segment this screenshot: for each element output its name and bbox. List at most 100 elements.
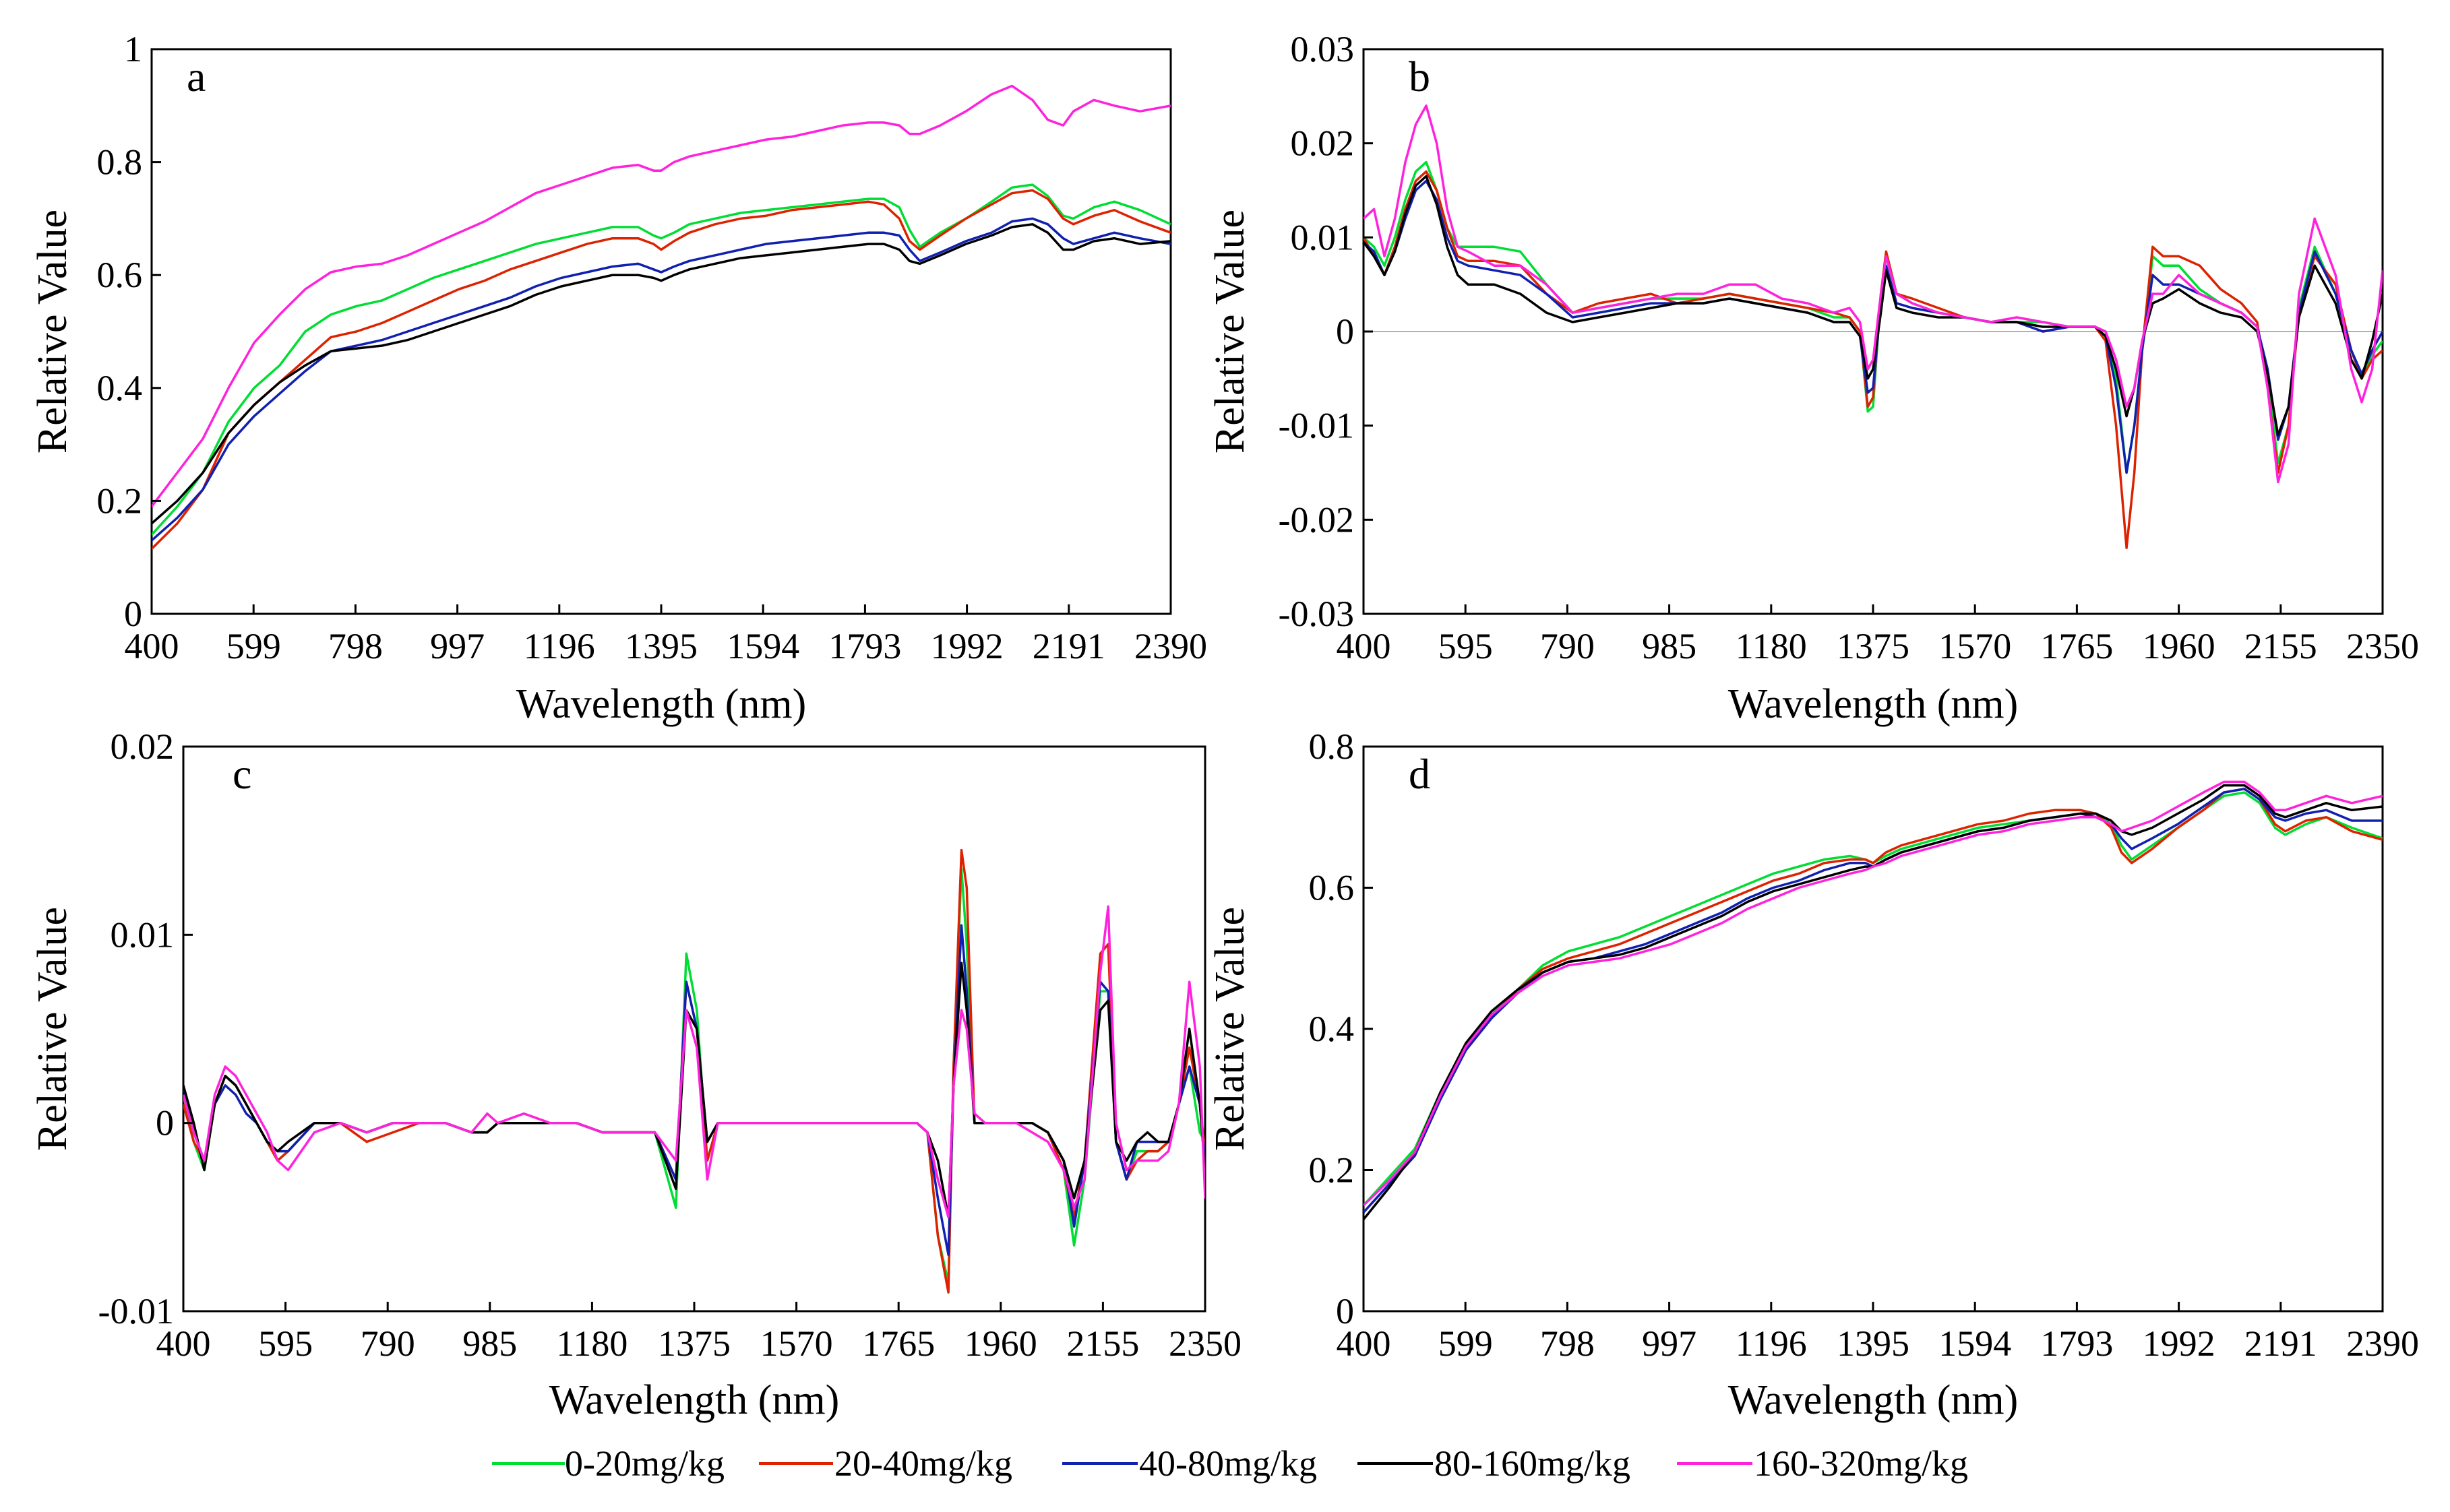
panel-d-xtick-label: 1196 xyxy=(1736,1323,1807,1364)
panel-c-series-160-320mg/kg xyxy=(183,905,1205,1219)
panel-c-ylabel: Relative Value xyxy=(30,907,75,1151)
panel-d-ytick-label: 0 xyxy=(1336,1291,1354,1331)
panel-b-ytick-label: -0.03 xyxy=(1279,594,1354,634)
panel-c-xtick-label: 1570 xyxy=(760,1323,833,1364)
panel-c-ytick-label: 0 xyxy=(156,1103,174,1143)
panel-b-xtick-label: 1375 xyxy=(1837,626,1909,666)
panel-a-xtick-label: 1992 xyxy=(931,626,1004,666)
panel-a-ytick-label: 1 xyxy=(124,29,142,69)
panel-b-xtick-label: 400 xyxy=(1337,626,1391,666)
panel-c-xtick-label: 985 xyxy=(462,1323,517,1364)
panel-c-xlabel: Wavelength (nm) xyxy=(549,1377,840,1423)
panel-d-ytick-label: 0.8 xyxy=(1309,726,1355,767)
panel-c-series-layer xyxy=(183,848,1205,1294)
panel-d-ylabel: Relative Value xyxy=(1207,907,1253,1151)
panel-d-xtick-label: 1793 xyxy=(2040,1323,2113,1364)
panel-b-xtick-label: 1960 xyxy=(2143,626,2215,666)
panel-d-chart: 400 599 798 997 1196 1395 1594 1793 1992 2191 2390… xyxy=(1207,726,2419,1423)
panel-b-letter: b xyxy=(1409,53,1430,100)
panel-d-ytick-label: 0.4 xyxy=(1309,1009,1355,1049)
panel-d-xtick-label: 798 xyxy=(1540,1323,1595,1364)
panel-a-chart: 400 599 798 997 1196 1395 1594 1793 1992 2191 2390… xyxy=(30,29,1207,727)
panel-a-xtick-label: 997 xyxy=(430,626,485,666)
panel-d-letter: d xyxy=(1409,750,1430,798)
panel-a-series-layer xyxy=(152,84,1171,550)
legend-label-2: 40-80mg/kg xyxy=(1139,1443,1317,1484)
panel-b-xlabel: Wavelength (nm) xyxy=(1728,681,2019,727)
panel-d-xtick-label: 400 xyxy=(1337,1323,1391,1364)
panel-b-ytick-label: 0.01 xyxy=(1291,217,1355,257)
panel-a-ytick-label: 0.4 xyxy=(97,368,143,408)
panel-d-ytick-label: 0.6 xyxy=(1309,868,1355,908)
panel-c-xtick-label: 1960 xyxy=(964,1323,1037,1364)
panel-a-xtick-label: 2390 xyxy=(1134,626,1207,666)
panel-d-xtick-label: 1594 xyxy=(1938,1323,2011,1364)
legend-label-1: 20-40mg/kg xyxy=(834,1443,1012,1484)
panel-d-xtick-label: 2390 xyxy=(2346,1323,2419,1364)
panel-d-xtick-label: 2191 xyxy=(2244,1323,2317,1364)
legend-label-4: 160-320mg/kg xyxy=(1754,1443,1968,1484)
panel-c-xtick-label: 1375 xyxy=(658,1323,731,1364)
panel-d-xtick-label: 1395 xyxy=(1837,1323,1909,1364)
panel-a-letter: a xyxy=(187,53,206,100)
panel-a-ytick-label: 0.8 xyxy=(97,142,143,183)
panel-b-ticks-layer: 400 595 790 985 1180 1375 1570 1765 1960 2155 2350… xyxy=(1279,29,2419,666)
panel-b-xtick-label: 1765 xyxy=(2040,626,2113,666)
panel-a-series-160-320mg/kg xyxy=(152,84,1171,507)
panel-a-xtick-label: 798 xyxy=(328,626,383,666)
panel-a-series-40-80mg/kg xyxy=(152,217,1171,542)
panel-b-ylabel: Relative Value xyxy=(1207,210,1253,453)
panel-c-letter: c xyxy=(233,750,251,798)
panel-b-xtick-label: 1180 xyxy=(1736,626,1807,666)
panel-c-xtick-label: 2155 xyxy=(1066,1323,1139,1364)
panel-c-chart: 400 595 790 985 1180 1375 1570 1765 1960 2155 2350… xyxy=(30,726,1242,1423)
panel-a-series-20-40mg/kg xyxy=(152,189,1171,550)
panel-b-ytick-label: 0 xyxy=(1336,311,1354,352)
panel-b-ytick-label: 0.03 xyxy=(1291,29,1355,69)
panel-a-ytick-label: 0.6 xyxy=(97,255,143,295)
panel-a-series-80-160mg/kg xyxy=(152,223,1171,525)
panel-b-ytick-label: -0.01 xyxy=(1279,406,1354,446)
legend-label-3: 80-160mg/kg xyxy=(1434,1443,1630,1484)
panel-a-ticks-layer: 400 599 798 997 1196 1395 1594 1793 1992 2191 2390… xyxy=(97,29,1208,666)
panel-a-xtick-label: 1395 xyxy=(625,626,698,666)
panel-c-ytick-label: 0.02 xyxy=(111,726,175,767)
panel-b-ytick-label: 0.02 xyxy=(1291,123,1355,164)
panel-a-ytick-label: 0.2 xyxy=(97,480,143,521)
panel-b-series-layer xyxy=(1364,104,2383,549)
panel-d-series-160-320mg/kg xyxy=(1364,780,2383,1207)
panel-d-xtick-label: 599 xyxy=(1438,1323,1493,1364)
panel-b-series-80-160mg/kg xyxy=(1364,175,2383,437)
panel-a-xlabel: Wavelength (nm) xyxy=(516,681,807,727)
panel-b-xtick-label: 2155 xyxy=(2244,626,2317,666)
panel-a-ylabel: Relative Value xyxy=(30,210,75,453)
panel-a-xtick-label: 599 xyxy=(226,626,281,666)
panel-d-ytick-label: 0.2 xyxy=(1309,1150,1355,1191)
panel-b-xtick-label: 595 xyxy=(1438,626,1493,666)
panel-b-xtick-label: 2350 xyxy=(2346,626,2419,666)
panel-a-xtick-label: 1793 xyxy=(828,626,901,666)
legend: 0-20mg/kg 20-40mg/kg 40-80mg/kg 80-160mg… xyxy=(492,1443,1968,1484)
panel-b-xtick-label: 1570 xyxy=(1938,626,2011,666)
panel-d-ticks-layer: 400 599 798 997 1196 1395 1594 1793 1992 2191 2390… xyxy=(1309,726,2420,1364)
panel-b-chart: 400 595 790 985 1180 1375 1570 1765 1960 2155 2350… xyxy=(1207,29,2419,727)
panel-b-ytick-label: -0.02 xyxy=(1279,499,1354,540)
panel-d-series-80-160mg/kg xyxy=(1364,784,2383,1220)
panel-a-xtick-label: 2191 xyxy=(1033,626,1105,666)
panel-d-xlabel: Wavelength (nm) xyxy=(1728,1377,2019,1423)
panel-a-xtick-label: 1594 xyxy=(727,626,799,666)
panel-a-xtick-label: 1196 xyxy=(524,626,595,666)
panel-a-ytick-label: 0 xyxy=(124,594,142,634)
panel-c-ticks-layer: 400 595 790 985 1180 1375 1570 1765 1960 2155 2350… xyxy=(98,726,1242,1364)
panel-c-xtick-label: 595 xyxy=(258,1323,313,1364)
legend-label-0: 0-20mg/kg xyxy=(565,1443,725,1484)
panel-c-xtick-label: 1765 xyxy=(862,1323,935,1364)
panel-b-series-160-320mg/kg xyxy=(1364,104,2383,484)
panel-c-xtick-label: 790 xyxy=(361,1323,415,1364)
panel-c-xtick-label: 1180 xyxy=(556,1323,627,1364)
panel-d-series-layer xyxy=(1364,780,2383,1220)
panel-d-xtick-label: 1992 xyxy=(2143,1323,2215,1364)
panel-d-series-0-20mg/kg xyxy=(1364,791,2383,1207)
